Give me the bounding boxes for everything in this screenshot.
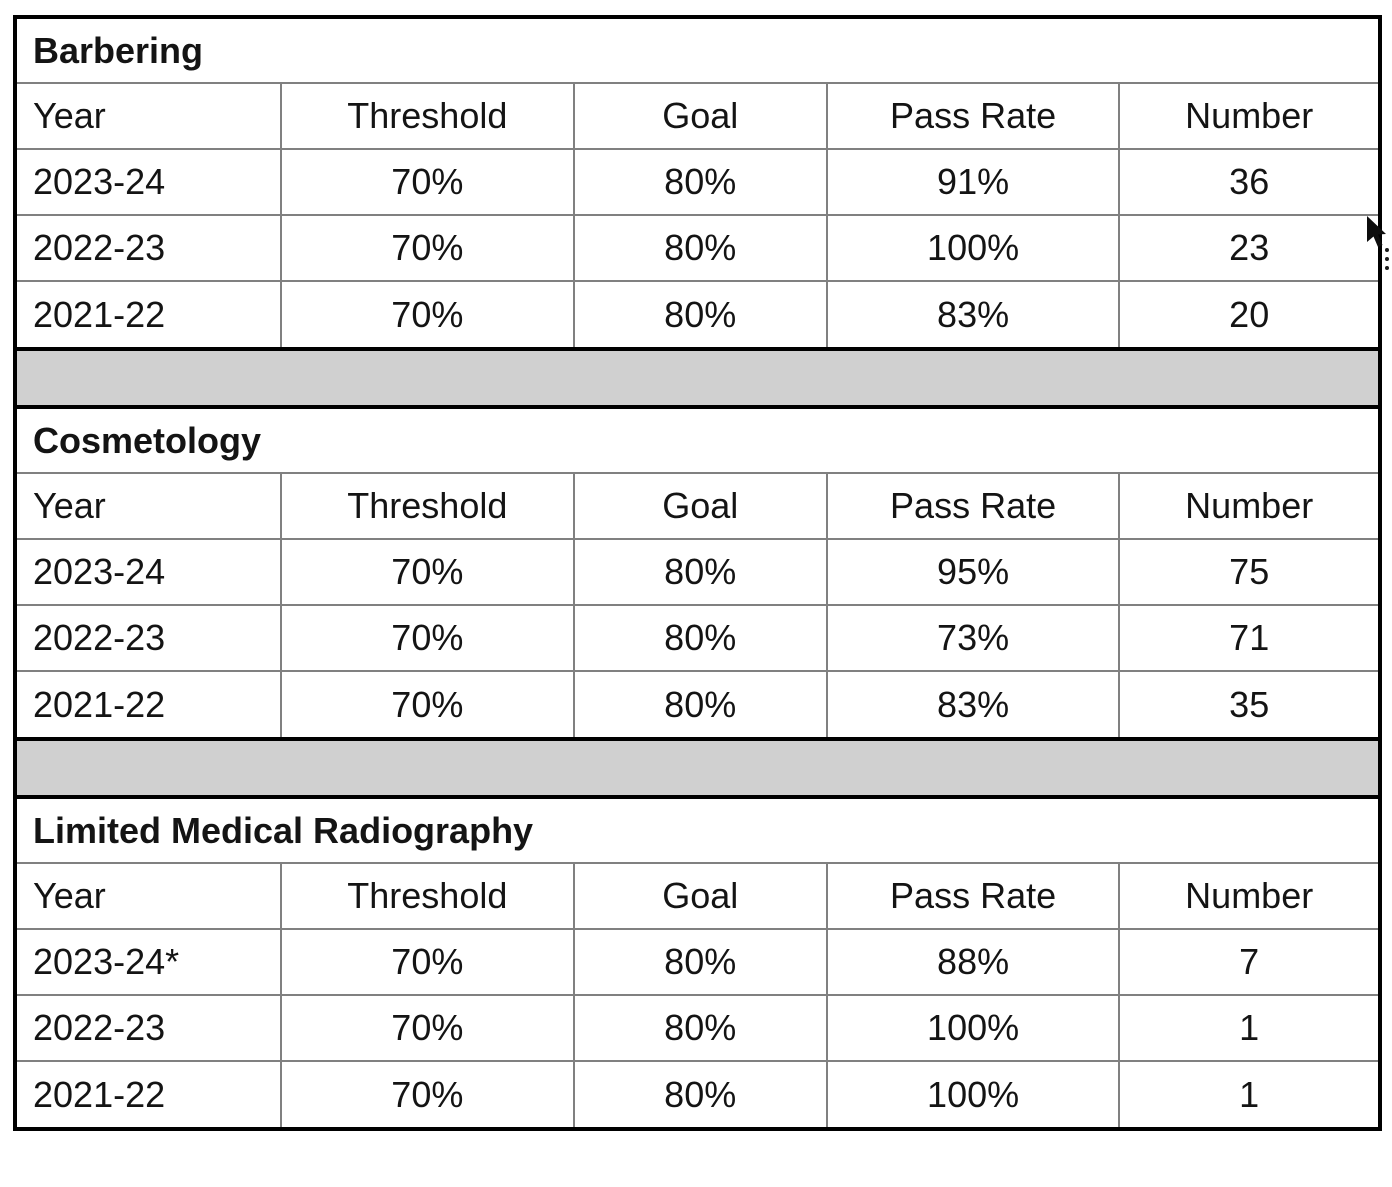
cell-pass-rate: 83% xyxy=(825,280,1121,347)
column-header-threshold: Threshold xyxy=(280,82,575,150)
table-row: 2023-24 70% 80% 91% 36 xyxy=(17,148,1378,216)
cell-goal: 80% xyxy=(572,214,828,282)
cell-threshold: 70% xyxy=(280,214,575,282)
table-row: 2021-22 70% 80% 100% 1 xyxy=(17,1060,1378,1127)
cell-threshold: 70% xyxy=(280,994,575,1062)
column-header-threshold: Threshold xyxy=(280,862,575,930)
cell-pass-rate: 95% xyxy=(825,538,1121,606)
column-header-number: Number xyxy=(1118,472,1378,540)
cell-year: 2023-24* xyxy=(17,928,283,996)
cell-goal: 80% xyxy=(572,670,828,737)
cell-number: 35 xyxy=(1118,670,1378,737)
cell-pass-rate: 91% xyxy=(825,148,1121,216)
table-row: 2022-23 70% 80% 73% 71 xyxy=(17,604,1378,672)
cell-number: 36 xyxy=(1118,148,1378,216)
cell-pass-rate: 73% xyxy=(825,604,1121,672)
cell-number: 71 xyxy=(1118,604,1378,672)
column-header-goal: Goal xyxy=(572,472,828,540)
cell-threshold: 70% xyxy=(280,1060,575,1127)
column-header-year: Year xyxy=(17,82,283,150)
cell-pass-rate: 83% xyxy=(825,670,1121,737)
cell-threshold: 70% xyxy=(280,928,575,996)
section-table-limited-medical-radiography: Limited Medical Radiography Year Thresho… xyxy=(17,799,1378,1127)
cell-year: 2021-22 xyxy=(17,280,283,347)
section-title: Barbering xyxy=(17,19,1378,84)
column-header-pass-rate: Pass Rate xyxy=(825,472,1121,540)
section-title: Limited Medical Radiography xyxy=(17,799,1378,864)
cursor-dotted-marks-icon xyxy=(1385,248,1389,270)
pass-rate-tables: Barbering Year Threshold Goal Pass Rate … xyxy=(13,15,1382,1131)
cell-threshold: 70% xyxy=(280,604,575,672)
table-row: Year Threshold Goal Pass Rate Number xyxy=(17,472,1378,540)
cell-goal: 80% xyxy=(572,538,828,606)
cell-year: 2022-23 xyxy=(17,994,283,1062)
cell-pass-rate: 100% xyxy=(825,1060,1121,1127)
table-row: 2023-24 70% 80% 95% 75 xyxy=(17,538,1378,606)
column-header-goal: Goal xyxy=(572,862,828,930)
section-table-barbering: Barbering Year Threshold Goal Pass Rate … xyxy=(17,19,1378,347)
cell-goal: 80% xyxy=(572,1060,828,1127)
cell-number: 7 xyxy=(1118,928,1378,996)
table-row: 2021-22 70% 80% 83% 35 xyxy=(17,670,1378,737)
column-header-pass-rate: Pass Rate xyxy=(825,862,1121,930)
cell-number: 23 xyxy=(1118,214,1378,282)
cell-pass-rate: 100% xyxy=(825,214,1121,282)
table-row: 2022-23 70% 80% 100% 1 xyxy=(17,994,1378,1062)
cell-goal: 80% xyxy=(572,604,828,672)
column-header-year: Year xyxy=(17,862,283,930)
column-header-number: Number xyxy=(1118,82,1378,150)
column-header-number: Number xyxy=(1118,862,1378,930)
cell-year: 2022-23 xyxy=(17,604,283,672)
table-row: 2022-23 70% 80% 100% 23 xyxy=(17,214,1378,282)
cell-number: 1 xyxy=(1118,1060,1378,1127)
column-header-goal: Goal xyxy=(572,82,828,150)
table-row: Cosmetology xyxy=(17,409,1378,474)
table-row: Barbering xyxy=(17,19,1378,84)
cell-goal: 80% xyxy=(572,994,828,1062)
cell-goal: 80% xyxy=(572,148,828,216)
section-separator-band xyxy=(17,347,1378,409)
cell-threshold: 70% xyxy=(280,670,575,737)
table-row: 2023-24* 70% 80% 88% 7 xyxy=(17,928,1378,996)
cell-pass-rate: 88% xyxy=(825,928,1121,996)
cell-year: 2022-23 xyxy=(17,214,283,282)
section-separator-band xyxy=(17,737,1378,799)
cell-threshold: 70% xyxy=(280,538,575,606)
cell-threshold: 70% xyxy=(280,148,575,216)
cell-number: 1 xyxy=(1118,994,1378,1062)
section-table-cosmetology: Cosmetology Year Threshold Goal Pass Rat… xyxy=(17,409,1378,737)
cell-threshold: 70% xyxy=(280,280,575,347)
cell-year: 2023-24 xyxy=(17,538,283,606)
cell-year: 2023-24 xyxy=(17,148,283,216)
cell-year: 2021-22 xyxy=(17,1060,283,1127)
table-row: Year Threshold Goal Pass Rate Number xyxy=(17,862,1378,930)
section-title: Cosmetology xyxy=(17,409,1378,474)
table-row: 2021-22 70% 80% 83% 20 xyxy=(17,280,1378,347)
cell-year: 2021-22 xyxy=(17,670,283,737)
column-header-year: Year xyxy=(17,472,283,540)
column-header-threshold: Threshold xyxy=(280,472,575,540)
cell-number: 75 xyxy=(1118,538,1378,606)
cell-goal: 80% xyxy=(572,280,828,347)
column-header-pass-rate: Pass Rate xyxy=(825,82,1121,150)
table-row: Year Threshold Goal Pass Rate Number xyxy=(17,82,1378,150)
table-row: Limited Medical Radiography xyxy=(17,799,1378,864)
cell-number: 20 xyxy=(1118,280,1378,347)
cell-goal: 80% xyxy=(572,928,828,996)
cell-pass-rate: 100% xyxy=(825,994,1121,1062)
